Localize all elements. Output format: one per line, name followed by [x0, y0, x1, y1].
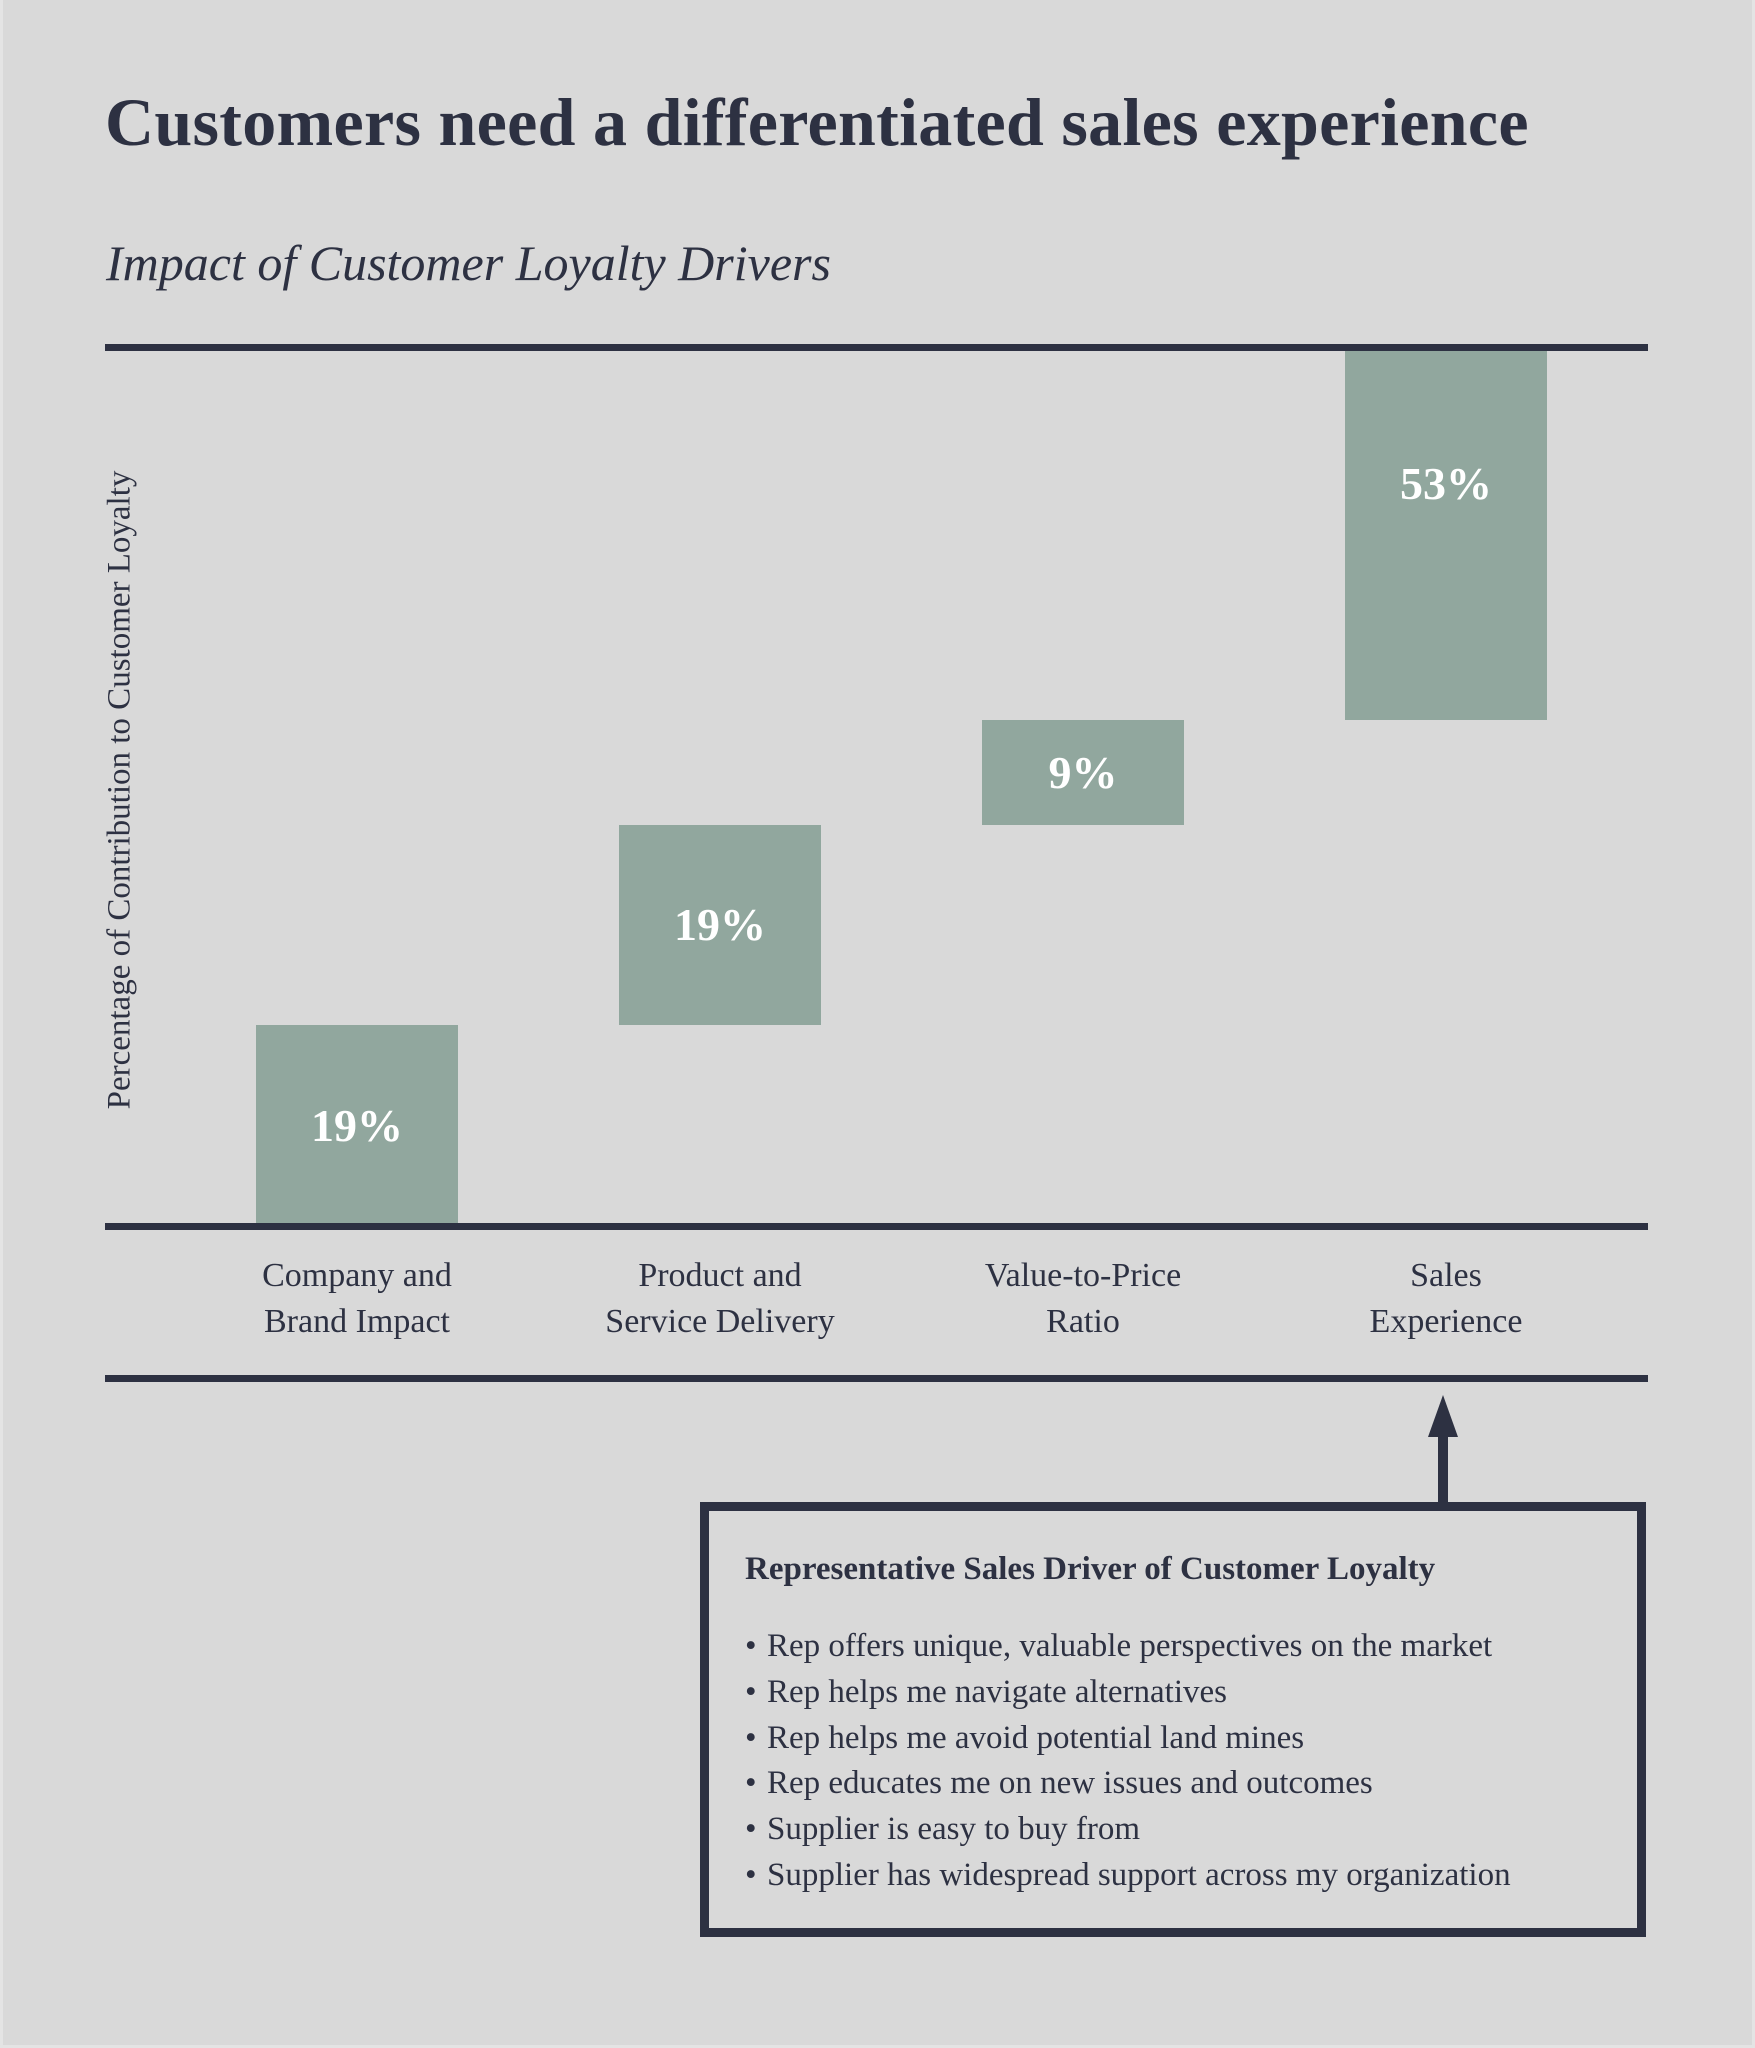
bar-value-label: 9%: [1048, 746, 1118, 798]
y-axis-label: Percentage of Contribution to Customer L…: [101, 470, 138, 1110]
list-item: • Rep helps me navigate alternatives: [745, 1670, 1511, 1716]
list-item: • Rep educates me on new issues and outco…: [745, 1761, 1511, 1807]
bullet-icon: •: [745, 1628, 757, 1664]
list-item: • Rep offers unique, valuable perspective…: [745, 1624, 1511, 1670]
bullet-icon: •: [745, 1719, 757, 1756]
arrow-up-icon: [1428, 1395, 1458, 1507]
list-item: • Supplier has widespread support across …: [745, 1853, 1511, 1899]
list-item-text: Rep educates me on new issues and outcom…: [767, 1765, 1373, 1802]
bar-3: [982, 720, 1184, 825]
list-item-text: Rep helps me navigate alternatives: [767, 1673, 1228, 1710]
bullet-icon: •: [745, 1856, 757, 1893]
list-item: • Rep helps me avoid potential land mines: [745, 1716, 1511, 1762]
bar-4: [1345, 351, 1547, 720]
x-tick-label-line: Brand Impact: [264, 1303, 450, 1340]
x-tick-label-line: Ratio: [1046, 1303, 1120, 1340]
bullet-icon: •: [745, 1765, 757, 1802]
bar-1: [256, 1025, 458, 1226]
chart-top-rule: [105, 344, 1648, 351]
callout-list: • Rep offers unique, valuable perspective…: [745, 1624, 1511, 1899]
chart-subtitle: Impact of Customer Loyalty Drivers: [106, 235, 831, 291]
arrow-shaft: [1438, 1433, 1448, 1507]
x-tick-label-line: Product and: [638, 1257, 802, 1294]
list-item-text: Supplier is easy to buy from: [767, 1811, 1141, 1848]
bullet-icon: •: [745, 1811, 757, 1848]
bar-2: [619, 825, 821, 1025]
x-tick-label: Sales Experience: [1286, 1253, 1606, 1345]
x-tick-label-line: Company and: [262, 1257, 452, 1294]
x-tick-label: Value-to-Price Ratio: [923, 1253, 1243, 1345]
page-title: Customers need a differentiated sales ex…: [105, 84, 1529, 160]
bar-value-label: 53%: [1400, 457, 1492, 509]
bar-value-label: 19%: [674, 899, 766, 950]
callout-heading: Representative Sales Driver of Customer …: [745, 1551, 1436, 1587]
sales-driver-callout: Representative Sales Driver of Customer …: [700, 1502, 1646, 1937]
list-item-text: Rep offers unique, valuable perspectives…: [767, 1628, 1493, 1664]
x-tick-label: Company and Brand Impact: [197, 1253, 517, 1345]
chart-bottom-rule: [105, 1375, 1648, 1382]
x-tick-label-line: Sales: [1410, 1257, 1482, 1294]
list-item-text: Supplier has widespread support across m…: [767, 1856, 1511, 1893]
list-item-text: Rep helps me avoid potential land mines: [767, 1719, 1305, 1756]
arrow-head: [1428, 1395, 1458, 1437]
x-tick-label-line: Value-to-Price: [984, 1257, 1182, 1294]
bullet-icon: •: [745, 1673, 757, 1710]
x-tick-label: Product and Service Delivery: [560, 1253, 880, 1345]
x-tick-label-line: Experience: [1369, 1303, 1523, 1340]
list-item: • Supplier is easy to buy from: [745, 1807, 1511, 1853]
x-tick-label-line: Service Delivery: [605, 1303, 835, 1340]
chart-baseline: [105, 1223, 1648, 1230]
bar-value-label: 19%: [311, 1099, 403, 1151]
